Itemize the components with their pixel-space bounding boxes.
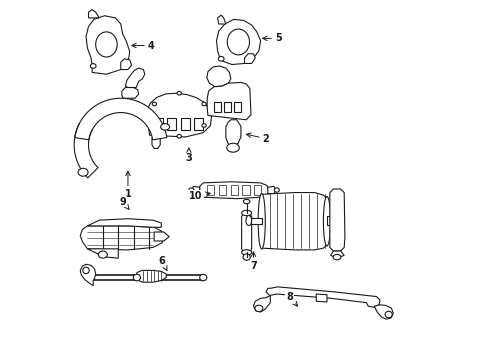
Polygon shape [80,264,96,286]
Polygon shape [87,249,118,258]
Ellipse shape [323,197,330,246]
Polygon shape [207,82,250,120]
Text: 5: 5 [262,33,282,43]
Text: 2: 2 [246,133,269,144]
Text: 10: 10 [189,191,210,201]
Ellipse shape [384,311,391,318]
Polygon shape [224,102,231,112]
Ellipse shape [96,32,117,57]
Ellipse shape [241,210,251,216]
Polygon shape [88,10,99,18]
Ellipse shape [188,188,194,192]
Polygon shape [254,185,261,195]
Ellipse shape [199,274,206,281]
Text: 3: 3 [185,148,192,163]
Polygon shape [330,251,344,258]
Polygon shape [267,186,276,194]
Polygon shape [199,182,269,199]
Polygon shape [86,16,129,74]
Polygon shape [147,93,211,137]
Ellipse shape [98,251,107,258]
Polygon shape [241,213,251,252]
Ellipse shape [241,250,251,255]
Polygon shape [316,294,326,302]
Ellipse shape [202,102,206,106]
Ellipse shape [90,64,96,68]
Ellipse shape [177,134,181,138]
Ellipse shape [78,168,88,176]
Ellipse shape [258,193,265,249]
Polygon shape [206,66,230,87]
Ellipse shape [332,255,340,260]
Polygon shape [206,185,214,195]
Text: 8: 8 [285,292,297,306]
Polygon shape [234,102,241,112]
Text: 9: 9 [119,197,129,210]
Text: 1: 1 [124,171,131,199]
Text: 4: 4 [132,41,154,50]
Polygon shape [261,193,326,250]
Ellipse shape [218,57,224,61]
Polygon shape [265,287,379,307]
Ellipse shape [274,188,279,192]
Polygon shape [214,102,221,112]
Ellipse shape [152,102,156,106]
Ellipse shape [226,143,239,152]
Polygon shape [180,118,189,130]
Polygon shape [373,305,392,319]
Ellipse shape [82,267,89,274]
Polygon shape [122,87,139,98]
Polygon shape [154,232,169,241]
Polygon shape [244,54,255,63]
Polygon shape [152,135,160,148]
Polygon shape [225,120,241,146]
Polygon shape [75,98,166,140]
Polygon shape [326,216,337,225]
Ellipse shape [254,305,262,312]
Polygon shape [250,218,261,224]
Ellipse shape [243,199,249,204]
Text: 6: 6 [158,256,166,270]
Polygon shape [125,68,144,87]
Ellipse shape [243,254,250,260]
Polygon shape [253,296,270,312]
Ellipse shape [245,216,251,226]
Polygon shape [329,189,344,251]
Polygon shape [136,270,166,282]
Polygon shape [216,19,260,64]
Ellipse shape [177,91,181,95]
Polygon shape [217,15,225,24]
Ellipse shape [152,124,156,127]
Polygon shape [218,185,225,195]
Polygon shape [121,59,131,69]
Polygon shape [194,118,203,130]
Polygon shape [191,186,199,193]
Polygon shape [167,118,176,130]
Polygon shape [230,185,237,195]
Text: 7: 7 [249,252,256,271]
Ellipse shape [202,124,206,127]
Ellipse shape [133,274,140,281]
Ellipse shape [227,29,249,55]
Ellipse shape [160,123,169,130]
Polygon shape [80,226,163,250]
Polygon shape [87,219,161,227]
Polygon shape [154,118,163,130]
Polygon shape [242,185,249,195]
